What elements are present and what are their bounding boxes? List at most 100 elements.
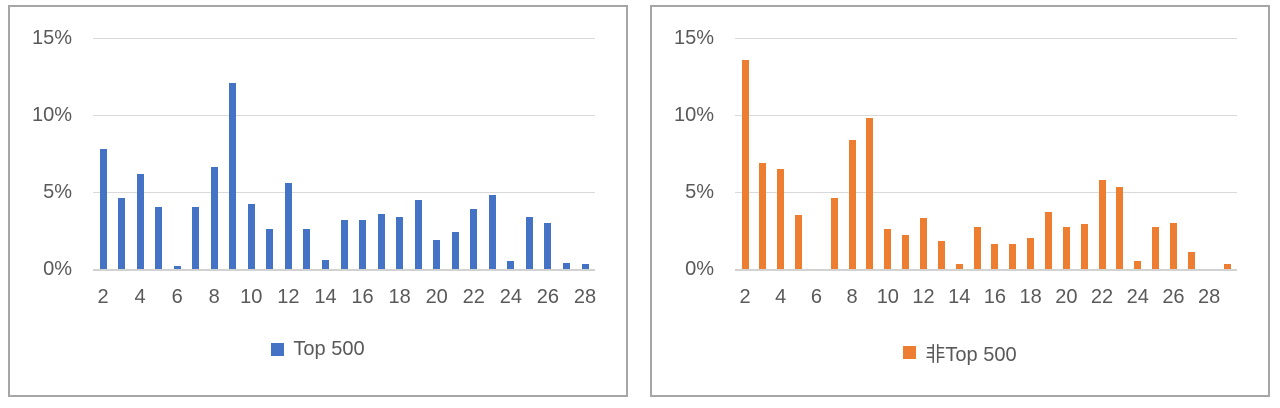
x-tick-label-28: 28 bbox=[573, 286, 597, 308]
bar-x3 bbox=[118, 198, 126, 269]
bar-x13 bbox=[937, 241, 945, 269]
x-tick-label-8: 8 bbox=[208, 286, 220, 308]
gridline-5 bbox=[735, 191, 1237, 193]
legend: Top 500 bbox=[10, 338, 626, 361]
x-tick-label-20: 20 bbox=[425, 286, 448, 308]
bar-x4 bbox=[777, 168, 785, 269]
bar-x11 bbox=[902, 235, 910, 269]
x-tick-label-6: 6 bbox=[171, 286, 183, 308]
x-tick-label-2: 2 bbox=[739, 286, 751, 308]
x-tick-label-10: 10 bbox=[240, 286, 263, 308]
bar-x5 bbox=[795, 215, 803, 269]
x-tick-label-22: 22 bbox=[1090, 286, 1114, 308]
bar-x9 bbox=[229, 82, 237, 269]
x-tick-label-22: 22 bbox=[462, 286, 485, 308]
x-tick-label-24: 24 bbox=[1126, 286, 1149, 308]
x-axis-line bbox=[735, 269, 1237, 271]
x-tick-label-26: 26 bbox=[1162, 286, 1185, 308]
gridline-5 bbox=[93, 191, 595, 193]
legend-label: Top 500 bbox=[293, 338, 365, 360]
bar-x25 bbox=[1152, 227, 1160, 269]
x-tick-label-16: 16 bbox=[351, 286, 374, 308]
bar-x10 bbox=[884, 228, 892, 269]
gridline-15 bbox=[735, 37, 1237, 39]
gridline-15 bbox=[93, 37, 595, 39]
y-tick-label-10: 10% bbox=[31, 104, 72, 126]
bar-x22 bbox=[1098, 179, 1106, 269]
x-tick-label-6: 6 bbox=[810, 286, 822, 308]
bar-x23 bbox=[488, 195, 496, 269]
bar-x15 bbox=[973, 227, 981, 269]
bar-x5 bbox=[155, 207, 163, 269]
y-tick-label-0: 0% bbox=[43, 258, 72, 280]
x-tick-label-4: 4 bbox=[775, 286, 787, 308]
bar-x19 bbox=[414, 199, 422, 269]
y-tick-label-5: 5% bbox=[43, 181, 72, 203]
bar-x12 bbox=[284, 182, 292, 269]
bar-x16 bbox=[359, 219, 367, 269]
bar-x7 bbox=[830, 198, 838, 269]
bar-x4 bbox=[136, 173, 144, 269]
x-tick-label-18: 18 bbox=[388, 286, 411, 308]
x-tick-label-14: 14 bbox=[314, 286, 337, 308]
bar-x8 bbox=[848, 139, 856, 269]
bar-x2 bbox=[99, 148, 107, 269]
bar-x9 bbox=[866, 118, 874, 269]
legend-swatch-icon bbox=[903, 346, 917, 359]
y-tick-label-10: 10% bbox=[673, 104, 714, 126]
bar-x8 bbox=[210, 167, 218, 269]
bar-x27 bbox=[562, 262, 570, 269]
bar-x6 bbox=[173, 265, 181, 269]
bar-x21 bbox=[1080, 224, 1088, 269]
chart-panel-top500: 0% 5% 10% 15% 2 4 6 8 10 12 14 16 18 20 22 24 26 28 Top 50… bbox=[8, 5, 628, 397]
x-tick-label-10: 10 bbox=[876, 286, 899, 308]
bar-x20 bbox=[1062, 227, 1070, 269]
bar-x15 bbox=[340, 219, 348, 269]
bar-x23 bbox=[1116, 187, 1124, 269]
bar-x11 bbox=[266, 228, 274, 269]
x-axis-line bbox=[93, 269, 595, 271]
bar-x7 bbox=[192, 207, 200, 269]
chart-panel-fei-top500: 0% 5% 10% 15% 2 4 6 8 10 12 14 16 18 20 22 24 26 28 非Top 5… bbox=[650, 5, 1270, 397]
x-tick-label-12: 12 bbox=[912, 286, 935, 308]
gridline-10 bbox=[735, 114, 1237, 116]
bar-x17 bbox=[377, 213, 385, 269]
gridline-10 bbox=[93, 114, 595, 116]
legend-swatch-icon bbox=[271, 343, 285, 356]
x-tick-label-16: 16 bbox=[983, 286, 1007, 308]
y-tick-label-5: 5% bbox=[685, 181, 714, 203]
x-tick-label-28: 28 bbox=[1198, 286, 1221, 308]
bar-x3 bbox=[759, 162, 767, 269]
x-tick-label-4: 4 bbox=[134, 286, 146, 308]
bar-x10 bbox=[247, 204, 255, 269]
x-tick-label-12: 12 bbox=[277, 286, 300, 308]
bar-x18 bbox=[1027, 238, 1035, 269]
legend-label: 非Top 500 bbox=[925, 344, 1017, 366]
x-tick-label-24: 24 bbox=[499, 286, 522, 308]
bar-x26 bbox=[1169, 222, 1177, 269]
x-tick-label-14: 14 bbox=[948, 286, 971, 308]
bar-x12 bbox=[920, 218, 928, 269]
y-tick-label-0: 0% bbox=[685, 258, 714, 280]
bar-x18 bbox=[396, 216, 404, 269]
y-tick-label-15: 15% bbox=[31, 27, 72, 49]
x-tick-label-20: 20 bbox=[1055, 286, 1078, 308]
bar-x19 bbox=[1044, 212, 1052, 269]
bar-x25 bbox=[525, 216, 533, 269]
bar-x2 bbox=[741, 59, 749, 269]
legend: 非Top 500 bbox=[652, 338, 1268, 367]
bar-x13 bbox=[303, 228, 311, 269]
y-tick-label-15: 15% bbox=[673, 27, 714, 49]
x-tick-label-18: 18 bbox=[1019, 286, 1042, 308]
bar-x21 bbox=[451, 232, 459, 269]
x-tick-label-26: 26 bbox=[536, 286, 560, 308]
bar-x24 bbox=[507, 261, 515, 269]
bar-x24 bbox=[1134, 261, 1142, 269]
bar-x14 bbox=[321, 259, 329, 269]
bar-x16 bbox=[991, 244, 999, 269]
bar-x26 bbox=[544, 222, 552, 269]
bar-x14 bbox=[955, 264, 963, 269]
bar-x17 bbox=[1009, 244, 1017, 269]
bar-x29 bbox=[1223, 264, 1231, 269]
